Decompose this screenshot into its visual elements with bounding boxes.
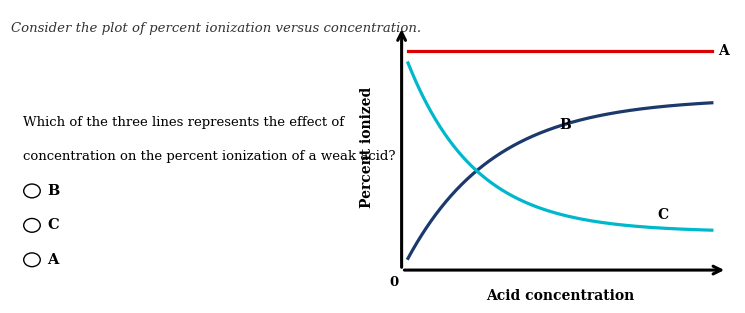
Text: Percent ionized: Percent ionized: [360, 86, 374, 208]
Text: B: B: [47, 184, 60, 198]
Text: C: C: [47, 218, 59, 232]
Text: Consider the plot of percent ionization versus concentration.: Consider the plot of percent ionization …: [11, 22, 422, 35]
Text: B: B: [559, 118, 571, 132]
Text: A: A: [47, 253, 58, 267]
Text: C: C: [657, 208, 668, 222]
Text: A: A: [718, 44, 729, 58]
Text: concentration on the percent ionization of a weak acid?: concentration on the percent ionization …: [22, 150, 395, 163]
Text: Acid concentration: Acid concentration: [486, 289, 634, 303]
Text: 0: 0: [390, 276, 399, 289]
Text: Which of the three lines represents the effect of: Which of the three lines represents the …: [22, 116, 343, 129]
